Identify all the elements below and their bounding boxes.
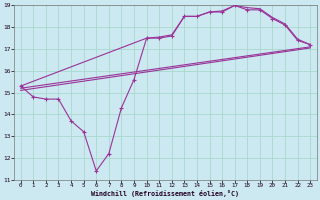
X-axis label: Windchill (Refroidissement éolien,°C): Windchill (Refroidissement éolien,°C) — [92, 190, 239, 197]
